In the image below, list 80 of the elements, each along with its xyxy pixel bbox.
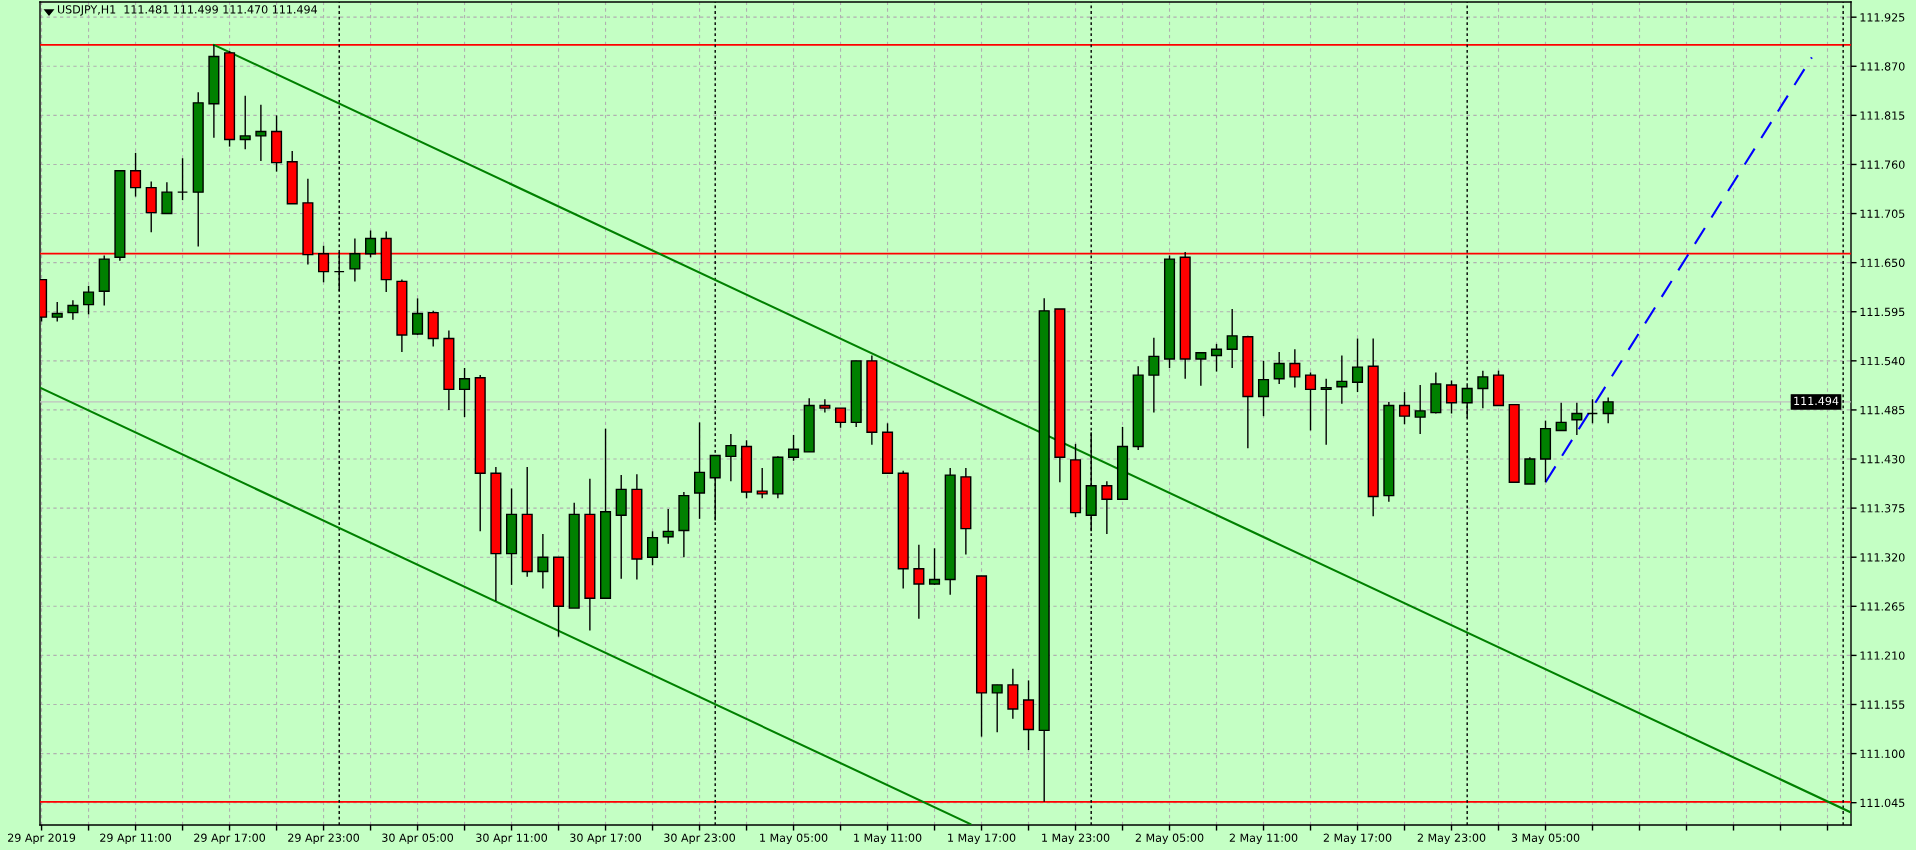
y-tick-label: 111.210 <box>1860 651 1905 660</box>
ref-line-label: 111.494 <box>1794 396 1839 406</box>
candlestick <box>756 467 768 499</box>
candlestick <box>1398 391 1411 425</box>
y-tick-label: 111.540 <box>1860 356 1905 366</box>
candlestick <box>693 421 706 520</box>
candlestick <box>177 157 189 201</box>
candlestick <box>1320 377 1332 446</box>
y-tick-label: 111.705 <box>1860 209 1905 218</box>
candlestick <box>1210 343 1223 373</box>
candlestick <box>662 508 674 545</box>
candlestick <box>1257 360 1270 417</box>
x-tick-label: 29 Apr 17:00 <box>194 833 266 845</box>
x-tick-label: 29 Apr 2019 <box>8 833 76 845</box>
x-tick-label: 30 Apr 23:00 <box>664 833 736 845</box>
candlestick <box>349 237 361 283</box>
y-tick-label: 111.265 <box>1860 602 1905 611</box>
candlestick <box>834 407 847 429</box>
candlestick <box>1571 402 1583 436</box>
candlestick <box>1195 352 1207 387</box>
x-tick-label: 29 Apr 23:00 <box>288 833 360 845</box>
candlestick <box>412 297 424 336</box>
candlestick <box>646 530 659 566</box>
candlestick <box>1336 354 1348 405</box>
y-tick-label: 111.925 <box>1860 13 1905 22</box>
x-tick-label: 3 May 05:00 <box>1511 833 1580 845</box>
y-tick-label: 111.595 <box>1860 307 1905 317</box>
chart-title: USDJPY,H1 111.481 111.499 111.470 111.494 <box>57 5 318 16</box>
candlestick <box>239 95 251 150</box>
candlestick <box>1148 336 1160 414</box>
candlestick <box>458 367 471 418</box>
y-tick-label: 111.430 <box>1860 455 1905 464</box>
x-tick-label: 1 May 23:00 <box>1042 833 1110 845</box>
y-tick-label: 111.870 <box>1860 62 1905 71</box>
candlestick <box>365 229 377 258</box>
x-tick-label: 2 May 23:00 <box>1417 833 1486 845</box>
y-tick-label: 111.650 <box>1860 258 1905 268</box>
x-tick-label: 2 May 05:00 <box>1135 833 1204 845</box>
candlestick <box>725 433 737 483</box>
y-tick-label: 111.375 <box>1860 504 1905 513</box>
candlestick <box>1586 398 1599 425</box>
candlestick <box>1602 396 1614 425</box>
candlestick <box>991 684 1003 733</box>
x-tick-label: 30 Apr 17:00 <box>570 833 642 845</box>
y-tick-label: 111.320 <box>1860 553 1905 562</box>
y-tick-label: 111.760 <box>1860 160 1905 169</box>
x-tick-label: 30 Apr 11:00 <box>476 833 548 845</box>
candlestick <box>1273 351 1285 385</box>
candlestick <box>1445 379 1458 415</box>
candlestick <box>913 544 925 620</box>
candlestick <box>787 434 800 462</box>
candlestick <box>537 533 549 590</box>
candlestick <box>1477 369 1489 409</box>
x-tick-label: 2 May 17:00 <box>1323 833 1392 845</box>
candlestick <box>51 301 63 323</box>
x-tick-label: 30 Apr 05:00 <box>382 833 454 845</box>
candlestick <box>819 398 831 414</box>
candlestick <box>1304 371 1317 432</box>
candlestick <box>1289 348 1301 389</box>
y-tick-label: 111.155 <box>1860 700 1905 709</box>
candlestick <box>1226 308 1238 369</box>
y-tick-label: 111.485 <box>1860 405 1905 415</box>
candlestick <box>255 103 267 162</box>
candlestick <box>83 285 95 316</box>
candlestick <box>1101 480 1113 535</box>
x-tick-label: 29 Apr 11:00 <box>100 833 172 845</box>
candlestick <box>1414 384 1426 435</box>
x-tick-label: 2 May 11:00 <box>1229 833 1298 845</box>
candlestick <box>1555 402 1567 432</box>
candlestick <box>130 152 142 198</box>
candlestick <box>161 181 173 215</box>
candlestick <box>67 299 79 321</box>
y-tick-label: 111.045 <box>1860 798 1905 808</box>
x-tick-label: 1 May 17:00 <box>948 833 1016 845</box>
x-tick-label: 1 May 11:00 <box>854 833 922 845</box>
x-tick-label: 1 May 05:00 <box>760 833 828 845</box>
candlestick <box>1351 337 1364 393</box>
candlestick <box>928 547 941 586</box>
y-tick-label: 111.100 <box>1860 749 1905 758</box>
y-tick-label: 111.815 <box>1860 111 1905 120</box>
